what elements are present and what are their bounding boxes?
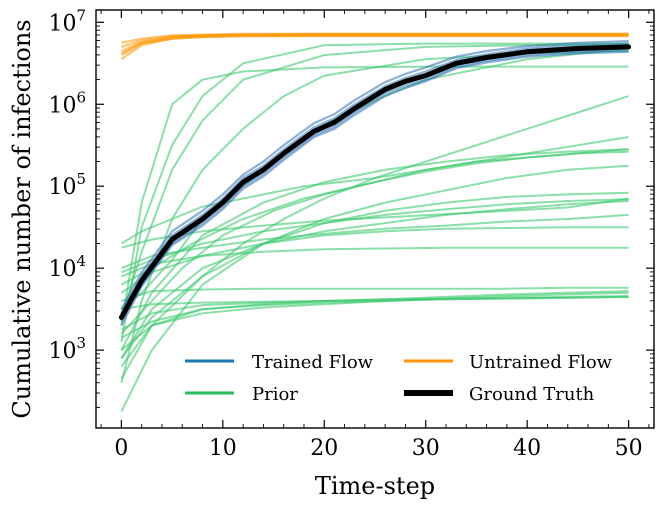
prior-sample-line-16	[120, 291, 629, 351]
x-tick-label: 20	[310, 436, 338, 461]
y-tick-label: 105	[48, 170, 86, 200]
prior-sample-line-5	[120, 136, 629, 335]
y-axis-title: Cumulative number of infections	[8, 19, 36, 418]
trained-flow-line-2	[120, 40, 629, 310]
x-tick-label: 0	[114, 436, 128, 461]
x-tick-label: 50	[615, 436, 643, 461]
y-tick-label: 104	[48, 252, 86, 282]
trained-flow-line-3	[120, 50, 629, 327]
y-tick-label: 106	[48, 88, 86, 118]
x-axis-title: Time-step	[315, 472, 435, 500]
prior-sample-line-14	[121, 286, 629, 302]
legend-label-trained-flow: Trained Flow	[252, 352, 374, 373]
y-tick-label: 103	[48, 334, 86, 364]
legend-label-untrained-flow: Untrained Flow	[469, 352, 613, 373]
trained-flow-line-1	[120, 49, 629, 323]
untrained-flow-line-4	[121, 32, 629, 44]
x-tick-label: 40	[513, 436, 541, 461]
prior-sample-line-9	[120, 191, 629, 380]
series-layer	[118, 32, 632, 413]
untrained-flow-line-5	[120, 34, 629, 57]
prior-sample-line-19	[120, 295, 629, 368]
prior-sample-line-0	[120, 42, 629, 343]
ground-truth-line	[118, 44, 632, 320]
prior-sample-line-11	[121, 213, 629, 270]
prior-sample-line-12	[120, 226, 629, 294]
legend-label-ground-truth: Ground Truth	[469, 384, 595, 405]
y-tick-label: 107	[48, 6, 86, 36]
trained-flow-line-0	[120, 42, 629, 314]
prior-sample-line-10	[121, 198, 629, 274]
prior-sample-line-22	[120, 148, 629, 351]
x-tick-label: 10	[209, 436, 237, 461]
x-tick-label: 30	[412, 436, 440, 461]
prior-sample-line-21	[120, 43, 629, 318]
legend-label-prior: Prior	[252, 384, 298, 405]
prior-sample-line-23	[120, 200, 629, 359]
legend: Trained Flow Untrained Flow Prior Ground…	[185, 352, 613, 405]
prior-sample-line-13	[121, 246, 629, 278]
ticks-layer: 0 10 20 30 40 50 103 104 105 106 107	[48, 6, 654, 461]
